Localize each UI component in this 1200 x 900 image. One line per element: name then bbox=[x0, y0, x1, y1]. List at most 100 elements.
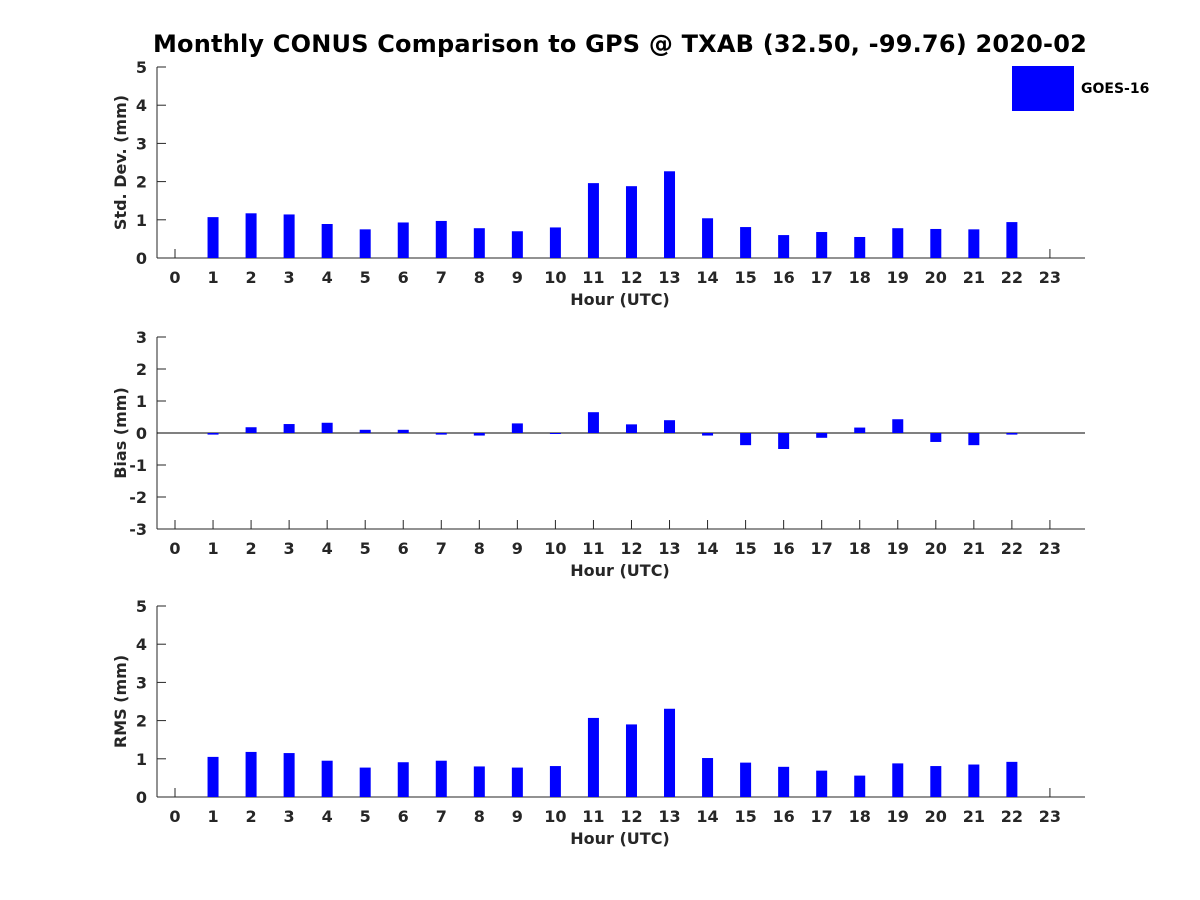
bias-bar bbox=[968, 433, 980, 446]
std-dev-x-tick-label: 23 bbox=[1039, 268, 1061, 287]
bias-bar bbox=[397, 429, 409, 433]
rms-x-tick-label: 8 bbox=[474, 807, 485, 826]
rms-y-label: RMS (mm) bbox=[111, 655, 130, 748]
rms-x-tick-label: 19 bbox=[887, 807, 909, 826]
rms-x-tick-label: 16 bbox=[773, 807, 795, 826]
rms-bar bbox=[968, 764, 980, 797]
std-dev-y-tick-label: 3 bbox=[136, 134, 147, 153]
std-dev-x-tick-label: 19 bbox=[887, 268, 909, 287]
rms-y-tick-label: 3 bbox=[136, 673, 147, 692]
std-dev-bar bbox=[283, 214, 295, 258]
rms-bar bbox=[1006, 761, 1018, 797]
bias-bar bbox=[854, 427, 866, 433]
rms-x-tick-label: 18 bbox=[849, 807, 871, 826]
chart-title: Monthly CONUS Comparison to GPS @ TXAB (… bbox=[152, 30, 1088, 58]
std-dev-x-tick-label: 10 bbox=[544, 268, 566, 287]
legend-label: GOES-16 bbox=[1081, 81, 1150, 97]
bias-bar bbox=[473, 433, 485, 436]
rms-x-label: Hour (UTC) bbox=[570, 829, 670, 848]
std-dev-bar bbox=[702, 218, 714, 258]
rms-y-tick-label: 2 bbox=[136, 712, 147, 731]
bias-bar bbox=[511, 423, 523, 433]
bias-y-tick-label: -2 bbox=[129, 488, 147, 507]
bias-x-tick-label: 2 bbox=[246, 539, 257, 558]
bias-x-tick-label: 15 bbox=[734, 539, 756, 558]
bias-bar bbox=[283, 424, 295, 433]
std-dev-x-tick-label: 15 bbox=[734, 268, 756, 287]
std-dev-bar bbox=[245, 213, 257, 258]
bias-bar bbox=[435, 433, 447, 435]
rms-bar bbox=[473, 766, 485, 797]
bias-x-tick-label: 19 bbox=[887, 539, 909, 558]
bias-y-label: Bias (mm) bbox=[111, 387, 130, 479]
std-dev-bar bbox=[549, 227, 561, 258]
rms-bar bbox=[854, 775, 866, 797]
rms-bar bbox=[930, 766, 942, 797]
std-dev-bar bbox=[473, 228, 485, 258]
bias-y-tick-label: 1 bbox=[136, 392, 147, 411]
bias-x-tick-label: 7 bbox=[436, 539, 447, 558]
std-dev-bar bbox=[435, 220, 447, 258]
std-dev-bar bbox=[1006, 222, 1018, 258]
std-dev-bar bbox=[740, 227, 752, 258]
std-dev-x-tick-label: 2 bbox=[246, 268, 257, 287]
std-dev-x-tick-label: 12 bbox=[620, 268, 642, 287]
rms-x-tick-label: 11 bbox=[582, 807, 604, 826]
bias-x-tick-label: 8 bbox=[474, 539, 485, 558]
rms-bar bbox=[892, 763, 904, 797]
bias-bar bbox=[207, 433, 219, 435]
rms-x-tick-label: 9 bbox=[512, 807, 523, 826]
std-dev-bar bbox=[664, 171, 676, 258]
std-dev-x-tick-label: 6 bbox=[398, 268, 409, 287]
bias-bar bbox=[587, 412, 599, 433]
bias-x-tick-label: 12 bbox=[620, 539, 642, 558]
bias-x-tick-label: 14 bbox=[696, 539, 718, 558]
std-dev-y-tick-label: 5 bbox=[136, 58, 147, 77]
std-dev-y-tick-label: 0 bbox=[136, 249, 147, 268]
rms-bar bbox=[435, 760, 447, 797]
std-dev-bar bbox=[930, 228, 942, 258]
std-dev-x-tick-label: 3 bbox=[284, 268, 295, 287]
bias-bar bbox=[816, 433, 828, 438]
std-dev-y-tick-label: 4 bbox=[136, 96, 147, 115]
rms-y-tick-label: 5 bbox=[136, 597, 147, 616]
std-dev-y-tick-label: 2 bbox=[136, 173, 147, 192]
bias-bar bbox=[930, 433, 942, 442]
std-dev-y-tick-label: 1 bbox=[136, 211, 147, 230]
std-dev-x-tick-label: 22 bbox=[1001, 268, 1023, 287]
bias-x-tick-label: 11 bbox=[582, 539, 604, 558]
bias-x-tick-label: 20 bbox=[925, 539, 947, 558]
bias-x-tick-label: 6 bbox=[398, 539, 409, 558]
bias-bar bbox=[702, 433, 714, 436]
bias-x-tick-label: 22 bbox=[1001, 539, 1023, 558]
std-dev-x-tick-label: 9 bbox=[512, 268, 523, 287]
rms-bar bbox=[664, 708, 676, 797]
bias-x-tick-label: 17 bbox=[811, 539, 833, 558]
rms-x-tick-label: 12 bbox=[620, 807, 642, 826]
std-dev-x-tick-label: 7 bbox=[436, 268, 447, 287]
bias-x-tick-label: 5 bbox=[360, 539, 371, 558]
bias-y-tick-label: 3 bbox=[136, 328, 147, 347]
bias-y-tick-label: -1 bbox=[129, 456, 147, 475]
std-dev-x-tick-label: 5 bbox=[360, 268, 371, 287]
rms-bar bbox=[549, 766, 561, 797]
bias-x-tick-label: 21 bbox=[963, 539, 985, 558]
std-dev-bar bbox=[625, 186, 637, 258]
std-dev-x-tick-label: 1 bbox=[207, 268, 218, 287]
rms-bar bbox=[816, 770, 828, 797]
rms-bar bbox=[740, 762, 752, 797]
std-dev-x-label: Hour (UTC) bbox=[570, 290, 670, 309]
rms-x-tick-label: 15 bbox=[734, 807, 756, 826]
bias-y-tick-label: -3 bbox=[129, 520, 147, 539]
std-dev-bar bbox=[778, 235, 790, 258]
bias-bar bbox=[245, 427, 257, 433]
rms-bar bbox=[702, 758, 714, 797]
legend-swatch bbox=[1012, 66, 1074, 111]
bias-x-tick-label: 3 bbox=[284, 539, 295, 558]
std-dev-x-tick-label: 4 bbox=[322, 268, 333, 287]
rms-x-tick-label: 17 bbox=[811, 807, 833, 826]
std-dev-bar bbox=[511, 231, 523, 258]
rms-x-tick-label: 2 bbox=[246, 807, 257, 826]
rms-x-tick-label: 10 bbox=[544, 807, 566, 826]
